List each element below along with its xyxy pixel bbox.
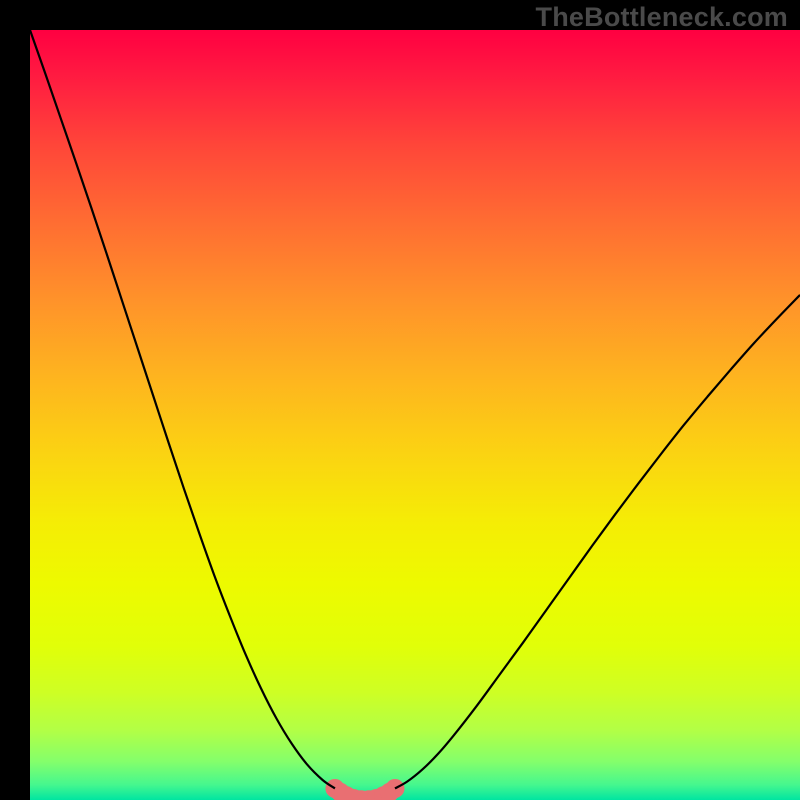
chart-svg <box>30 30 800 800</box>
plot-area <box>30 30 800 800</box>
watermark-text: TheBottleneck.com <box>536 2 788 33</box>
figure-root: TheBottleneck.com <box>0 0 800 800</box>
chart-background <box>30 30 800 800</box>
